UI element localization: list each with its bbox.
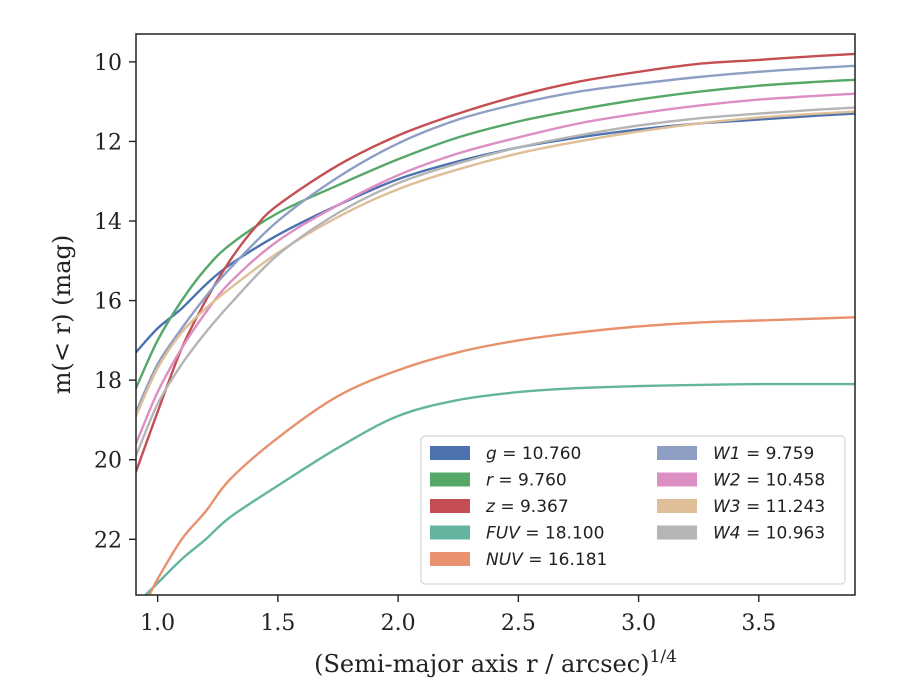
y-tick-label: 20 [94, 449, 122, 474]
y-tick-label: 12 [94, 130, 122, 155]
legend-entry-r: r = 9.760 [486, 471, 567, 491]
series-line-fuv [144, 382, 855, 595]
legend-entry-w3: W3 = 11.243 [713, 497, 825, 517]
legend-swatch-nuv [430, 552, 470, 566]
series-line-w4 [136, 106, 855, 457]
x-tick-label: 1.0 [140, 611, 175, 636]
x-axis-label: (Semi-major axis r / arcsec)1/4 [314, 647, 677, 678]
legend-swatch-fuv [430, 525, 470, 540]
x-tick-label: 3.5 [741, 611, 776, 636]
series-line-w1 [136, 64, 855, 414]
legend-entry-w2: W2 = 10.458 [713, 471, 825, 491]
legend: g = 10.760 r = 9.760 z = 9.367 FUV = 18.100… [420, 435, 846, 585]
legend-swatch-z [430, 499, 470, 513]
legend-entry-fuv: FUV = 18.100 [486, 524, 604, 544]
x-tick-label: 2.0 [381, 611, 416, 636]
legend-entry-g: g = 10.760 [486, 444, 581, 464]
legend-swatch-r [430, 472, 470, 487]
legend-swatch-w2 [657, 472, 697, 487]
legend-entry-w1: W1 = 9.759 [713, 444, 814, 464]
legend-swatch-w3 [657, 499, 697, 513]
x-tick-label: 1.5 [260, 611, 295, 636]
legend-entry-nuv: NUV = 16.181 [486, 550, 607, 570]
series-line-w2 [136, 92, 855, 445]
x-tick-label: 3.0 [621, 611, 656, 636]
x-tick-label: 2.5 [501, 611, 536, 636]
y-axis-label: m(< r) (mag) [48, 235, 76, 394]
y-ticks: 10 12 14 16 18 20 22 [94, 51, 136, 553]
y-tick-label: 14 [94, 210, 122, 235]
series-layer [136, 52, 855, 595]
legend-swatch-w4 [657, 525, 697, 540]
series-line-w3 [136, 110, 855, 418]
legend-entry-w4: W4 = 10.963 [713, 524, 825, 544]
series-line-z [136, 52, 855, 473]
series-line-nuv [148, 316, 855, 595]
axes-frame [135, 33, 856, 596]
x-ticks: 1.0 1.5 2.0 2.5 3.0 3.5 [140, 595, 776, 636]
legend-swatch-g [430, 446, 470, 460]
series-line-r [136, 78, 855, 390]
y-tick-label: 16 [94, 290, 122, 315]
legend-swatch-w1 [657, 446, 697, 460]
y-tick-label: 18 [94, 369, 122, 394]
y-tick-label: 22 [94, 528, 122, 553]
legend-entry-z: z = 9.367 [485, 497, 569, 517]
y-tick-label: 10 [94, 51, 122, 76]
series-line-g [136, 112, 855, 354]
